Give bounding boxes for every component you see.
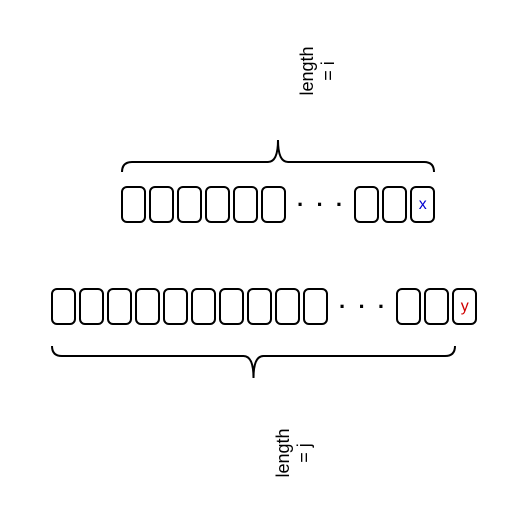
lower-brace <box>0 0 527 514</box>
lower-label: length= j <box>273 413 315 493</box>
lower-label-line1: length <box>273 413 294 493</box>
lower-label-line2: = j <box>294 413 315 493</box>
